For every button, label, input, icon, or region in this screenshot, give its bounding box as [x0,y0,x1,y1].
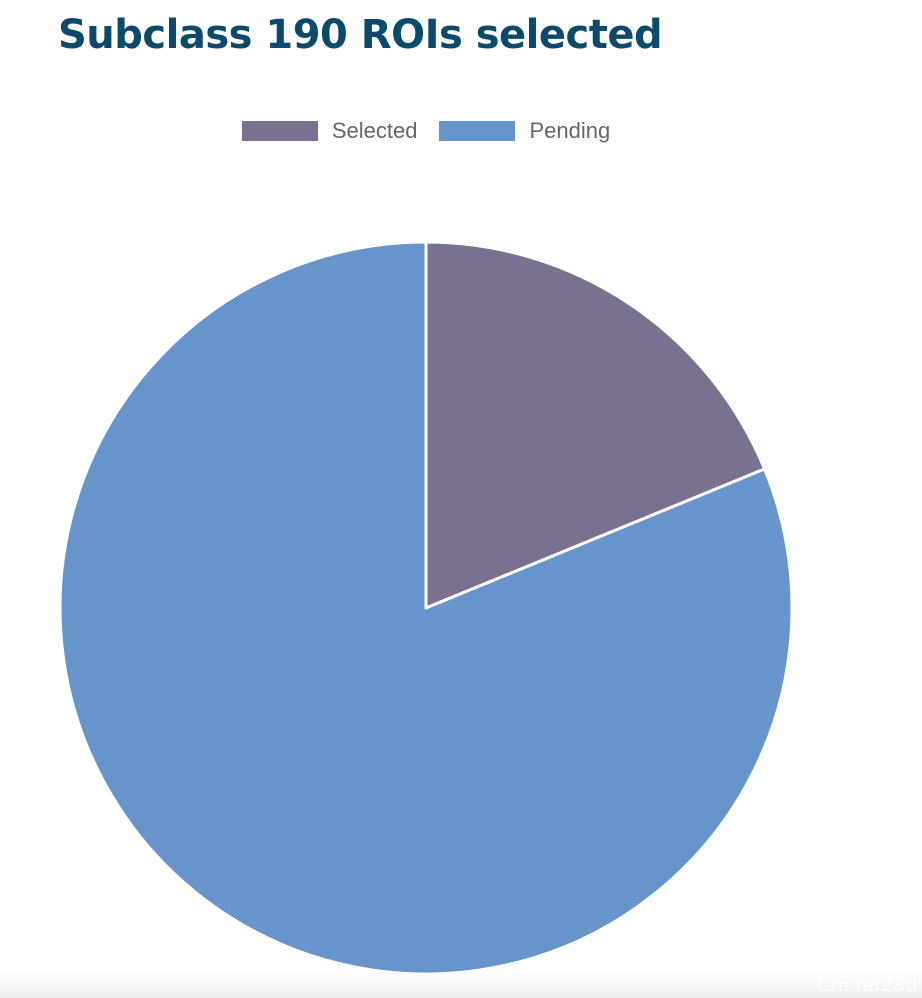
legend-swatch-selected [241,121,318,141]
pie-slice-pending[interactable] [58,240,794,976]
legend-swatch-pending [439,121,516,141]
watermark: Chi na2au [816,972,918,996]
pie-slices [58,240,794,976]
legend-label-selected: Selected [331,118,418,143]
bottom-fade [0,972,922,998]
pie-slice-selected[interactable] [424,240,767,610]
chart-legend: Selected Pending [0,118,852,144]
legend-item-selected[interactable]: Selected [241,118,418,144]
legend-label-pending: Pending [529,118,611,143]
chart-title: Subclass 190 ROIs selected [58,12,663,58]
legend-item-pending[interactable]: Pending [439,118,610,144]
